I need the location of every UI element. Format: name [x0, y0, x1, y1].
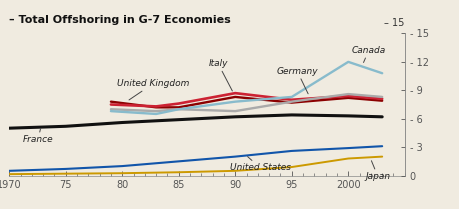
Text: – 15: – 15 [384, 18, 404, 28]
Text: – Total Offshoring in G-7 Economies: – Total Offshoring in G-7 Economies [9, 15, 230, 25]
Text: United Kingdom: United Kingdom [116, 79, 189, 100]
Text: Canada: Canada [351, 46, 385, 62]
Text: France: France [22, 129, 53, 144]
Text: Germany: Germany [276, 67, 318, 94]
Text: Italy: Italy [208, 60, 232, 91]
Text: United States: United States [229, 157, 290, 172]
Text: Japan: Japan [364, 161, 390, 181]
